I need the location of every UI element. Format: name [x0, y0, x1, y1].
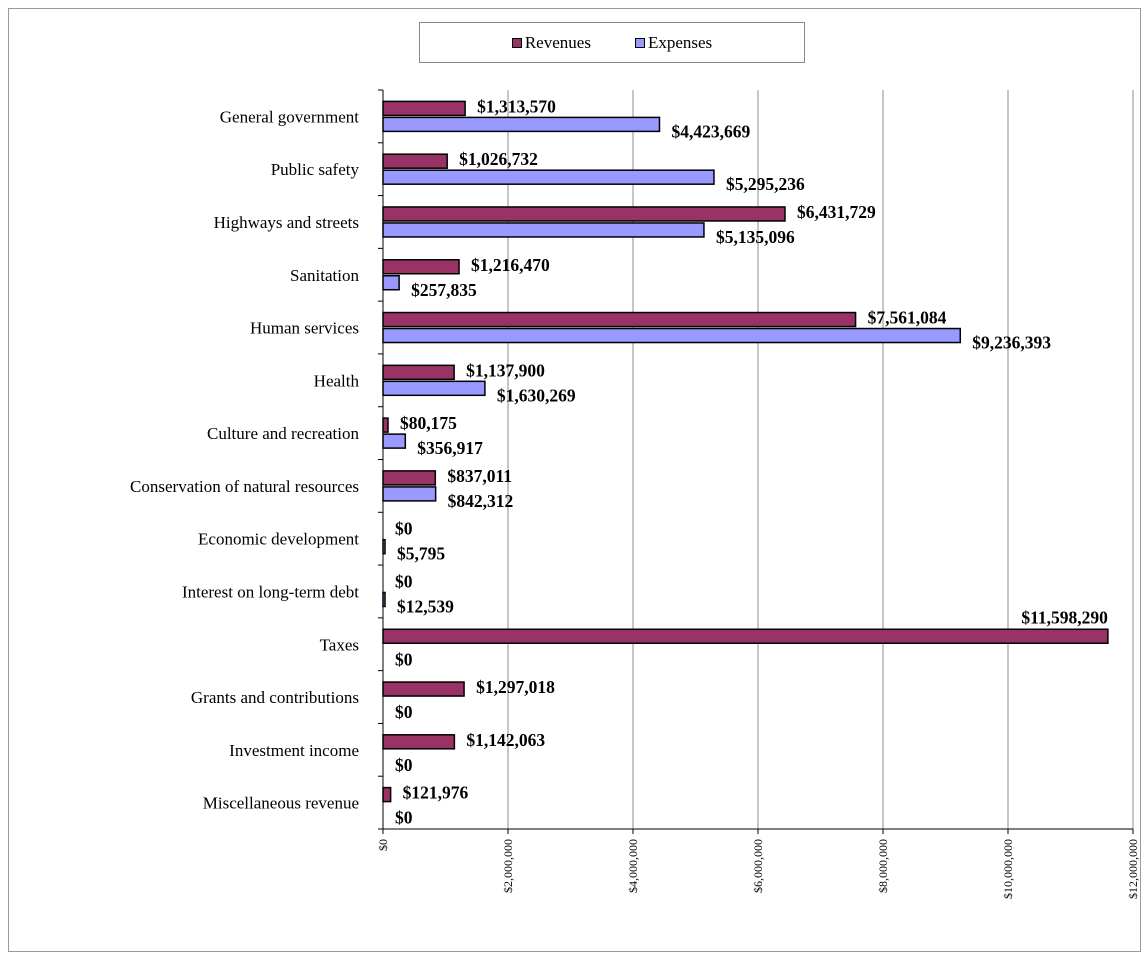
- bar-revenues: [382, 628, 1109, 644]
- category-label: General government: [220, 107, 360, 126]
- data-label-expenses: $356,917: [417, 438, 483, 458]
- bar-expenses: [382, 433, 407, 449]
- data-label-revenues: $11,598,290: [1021, 607, 1108, 627]
- category-label: Human services: [250, 319, 359, 338]
- category-label: Investment income: [229, 741, 359, 760]
- data-label-revenues: $1,313,570: [477, 96, 556, 116]
- data-label-expenses: $12,539: [397, 596, 454, 616]
- data-label-revenues: $80,175: [400, 413, 457, 433]
- legend-item-expenses: Expenses: [634, 32, 713, 53]
- data-label-expenses: $5,135,096: [716, 227, 795, 247]
- bar-revenues: [382, 417, 389, 433]
- category-label: Culture and recreation: [207, 424, 359, 443]
- category-label: Highways and streets: [214, 213, 359, 232]
- category-label: Conservation of natural resources: [130, 477, 359, 496]
- bar-expenses: [382, 169, 715, 185]
- data-label-revenues: $837,011: [447, 466, 512, 486]
- chart-frame: [8, 8, 1141, 952]
- bar-expenses: [382, 380, 486, 397]
- bar-expenses: [382, 486, 437, 502]
- bar-expenses: [382, 275, 400, 291]
- category-label: Interest on long-term debt: [182, 582, 359, 601]
- x-tick-label: $10,000,000: [1001, 839, 1015, 899]
- bar-expenses: [382, 327, 962, 344]
- bar-revenues: [382, 734, 456, 750]
- bar-revenues: [382, 100, 466, 117]
- bar-revenues: [382, 786, 392, 803]
- data-label-revenues: $1,297,018: [476, 677, 555, 697]
- data-label-expenses: $4,423,669: [671, 121, 750, 141]
- data-label-expenses: $0: [395, 808, 413, 828]
- data-label-revenues: $1,137,900: [466, 360, 545, 380]
- data-label-expenses: $9,236,393: [972, 333, 1051, 353]
- data-label-revenues: $6,431,729: [797, 202, 876, 222]
- legend-label-revenues: Revenues: [524, 32, 591, 52]
- bar-expenses: [382, 222, 705, 238]
- data-label-revenues: $1,026,732: [459, 149, 538, 169]
- bar-revenues: [382, 470, 437, 486]
- data-label-expenses: $5,795: [397, 544, 445, 564]
- category-label: Sanitation: [290, 266, 359, 285]
- category-label: Public safety: [271, 160, 360, 179]
- data-label-expenses: $842,312: [448, 491, 514, 511]
- legend: Revenues Expenses: [419, 22, 805, 63]
- bar-revenues: [382, 311, 857, 328]
- legend-swatch-expenses: [634, 37, 645, 48]
- bar-expenses: [382, 538, 386, 555]
- bar-expenses: [382, 591, 386, 608]
- x-tick-label: $8,000,000: [876, 839, 890, 893]
- x-tick-label: $4,000,000: [626, 839, 640, 893]
- bar-revenues: [382, 364, 455, 381]
- legend-item-revenues: Revenues: [511, 32, 591, 53]
- data-label-revenues: $0: [395, 519, 413, 539]
- data-label-revenues: $121,976: [403, 783, 469, 803]
- data-label-expenses: $0: [395, 702, 413, 722]
- data-label-revenues: $0: [395, 571, 413, 591]
- data-label-expenses: $0: [395, 755, 413, 775]
- x-tick-label: $12,000,000: [1126, 839, 1140, 899]
- category-label: Economic development: [198, 530, 359, 549]
- data-label-expenses: $5,295,236: [726, 174, 805, 194]
- x-tick-label: $0: [376, 839, 390, 851]
- x-tick-label: $2,000,000: [501, 839, 515, 893]
- category-label: Health: [314, 371, 360, 390]
- data-label-expenses: $1,630,269: [497, 385, 576, 405]
- data-label-revenues: $7,561,084: [868, 308, 947, 328]
- bar-revenues: [382, 206, 786, 222]
- legend-label-expenses: Expenses: [647, 32, 713, 52]
- legend-swatch-revenues: [511, 37, 522, 48]
- data-label-revenues: $1,216,470: [471, 255, 550, 275]
- category-label: Grants and contributions: [191, 688, 359, 707]
- bar-expenses: [382, 116, 661, 133]
- data-label-revenues: $1,142,063: [466, 730, 545, 750]
- category-label: Miscellaneous revenue: [203, 794, 359, 813]
- x-tick-label: $6,000,000: [751, 839, 765, 893]
- data-label-expenses: $0: [395, 649, 413, 669]
- category-label: Taxes: [320, 635, 359, 654]
- data-label-expenses: $257,835: [411, 280, 477, 300]
- bar-revenues: [382, 259, 460, 275]
- bar-revenues: [382, 681, 465, 697]
- bar-revenues: [382, 153, 448, 169]
